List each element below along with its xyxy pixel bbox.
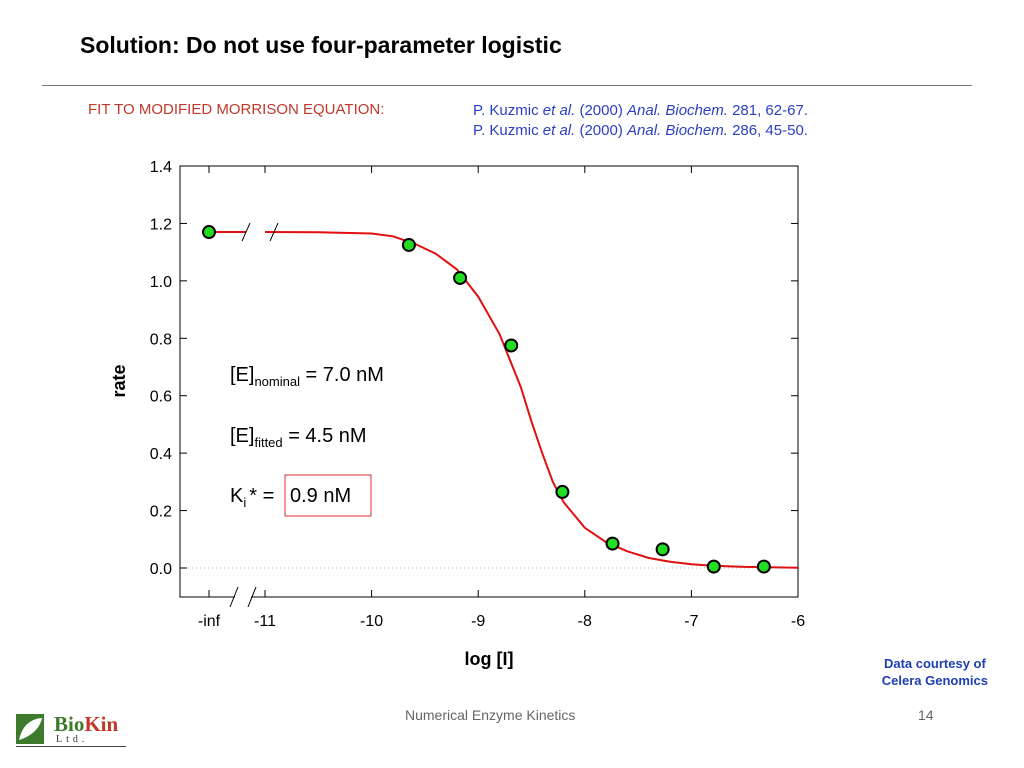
ki-value: 0.9 nM	[290, 485, 351, 507]
curve-break-mark	[241, 222, 251, 242]
leaf-icon	[16, 714, 44, 744]
y-tick-label: 0.2	[150, 504, 172, 521]
data-points-layer	[202, 225, 771, 574]
x-tick-label: -6	[791, 613, 805, 630]
x-axis-title: log [I]	[465, 649, 514, 669]
chart-annotations: [E]nominal = 7.0 nM [E]fitted = 4.5 nM K…	[230, 364, 384, 517]
x-tick-label: -11	[254, 613, 276, 630]
y-tick-label: 1.4	[150, 159, 172, 176]
x-tick-label: -10	[360, 613, 383, 630]
x-tick-label: -9	[471, 613, 485, 630]
data-point	[504, 338, 519, 353]
e-fitted-annotation: [E]fitted = 4.5 nM	[230, 425, 367, 450]
axis-break-gap	[235, 594, 251, 600]
y-tick-label: 0.0	[150, 561, 172, 578]
y-axis-title: rate	[109, 364, 129, 397]
chart-labels: 0.0 0.2 0.4 0.6 0.8 1.0 1.2 1.4 -inf -11 -10 -9 -8 -7…	[109, 159, 805, 669]
data-point	[655, 542, 670, 557]
data-point	[401, 237, 416, 252]
plot-frame	[179, 165, 799, 598]
y-tick-label: 0.6	[150, 389, 172, 406]
ki-annotation: Ki * =	[230, 485, 274, 510]
data-point	[202, 225, 216, 240]
axis-break-mark	[229, 586, 239, 608]
reference-2: P. Kuzmic et al. (2000) Anal. Biochem. 2…	[473, 122, 808, 139]
e-nominal-annotation: [E]nominal = 7.0 nM	[230, 364, 384, 389]
page-number: 14	[918, 707, 934, 723]
ki-highlight-box	[284, 474, 372, 517]
data-point	[453, 270, 468, 285]
data-point	[756, 559, 771, 574]
y-tick-label: 1.2	[150, 216, 172, 233]
fitted-curve	[264, 231, 799, 569]
axis-break-mark	[247, 586, 257, 608]
references: P. Kuzmic et al. (2000) Anal. Biochem. 2…	[473, 101, 808, 141]
data-point	[555, 484, 570, 499]
x-tick-label: -8	[578, 613, 592, 630]
slide-title: Solution: Do not use four-parameter logi…	[80, 32, 562, 58]
x-tick-label: -7	[684, 613, 698, 630]
y-tick-label: 1.0	[150, 274, 172, 291]
fit-label: FIT TO MODIFIED MORRISON EQUATION:	[88, 101, 385, 118]
footer-title: Numerical Enzyme Kinetics	[405, 707, 576, 723]
data-point	[706, 559, 721, 574]
y-tick-label: 0.8	[150, 331, 172, 348]
y-tick-label: 0.4	[150, 446, 172, 463]
reference-1: P. Kuzmic et al. (2000) Anal. Biochem. 2…	[473, 102, 808, 119]
title-divider	[42, 85, 972, 86]
data-courtesy-note: Data courtesy of Celera Genomics	[881, 656, 988, 688]
x-tick-label: -inf	[198, 613, 221, 630]
data-point	[605, 536, 620, 551]
curve-break-mark	[269, 222, 279, 242]
biokin-logo: BioKin Ltd.	[16, 712, 128, 750]
